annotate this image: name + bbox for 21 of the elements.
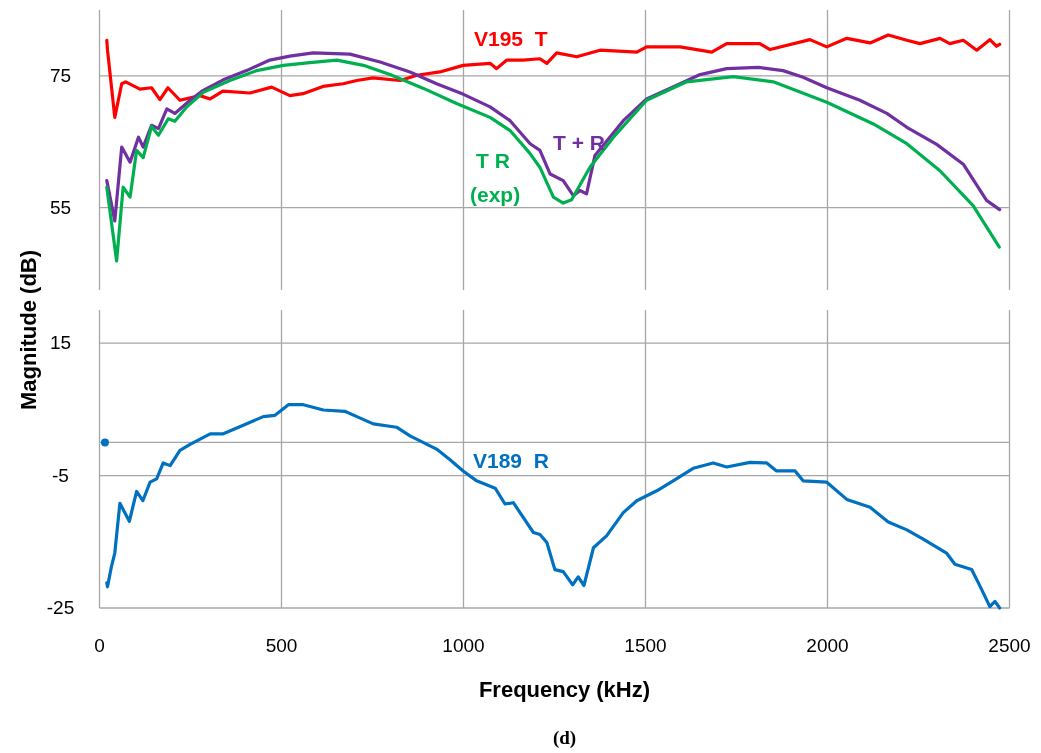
line-series [105, 33, 1002, 119]
line-series [105, 58, 1001, 263]
x-axis-title: Frequency (kHz) [478, 677, 651, 702]
y-tick-label: -5 [52, 464, 69, 486]
x-tick-label: 2000 [806, 635, 849, 656]
y-tick-label: 75 [49, 64, 72, 86]
x-tick-label: 0 [94, 635, 105, 656]
text: (d) [552, 727, 577, 749]
y-axis-title: Magnitude (dB) [16, 249, 41, 411]
series-label: V195 T [474, 27, 548, 50]
y-tick-label: 15 [49, 332, 72, 354]
y-tick-label: -25 [46, 597, 75, 618]
y-tick-label: 55 [49, 196, 72, 218]
x-tick-label: 500 [265, 635, 298, 656]
x-tick-label: 2500 [988, 635, 1031, 656]
line-series [105, 403, 1002, 610]
x-tick-label: 1500 [624, 635, 667, 656]
series-label: T R (exp) [470, 149, 521, 206]
x-tick-label: 1000 [442, 635, 485, 656]
series-label: V189 R [473, 449, 549, 472]
line-series [105, 51, 1002, 223]
